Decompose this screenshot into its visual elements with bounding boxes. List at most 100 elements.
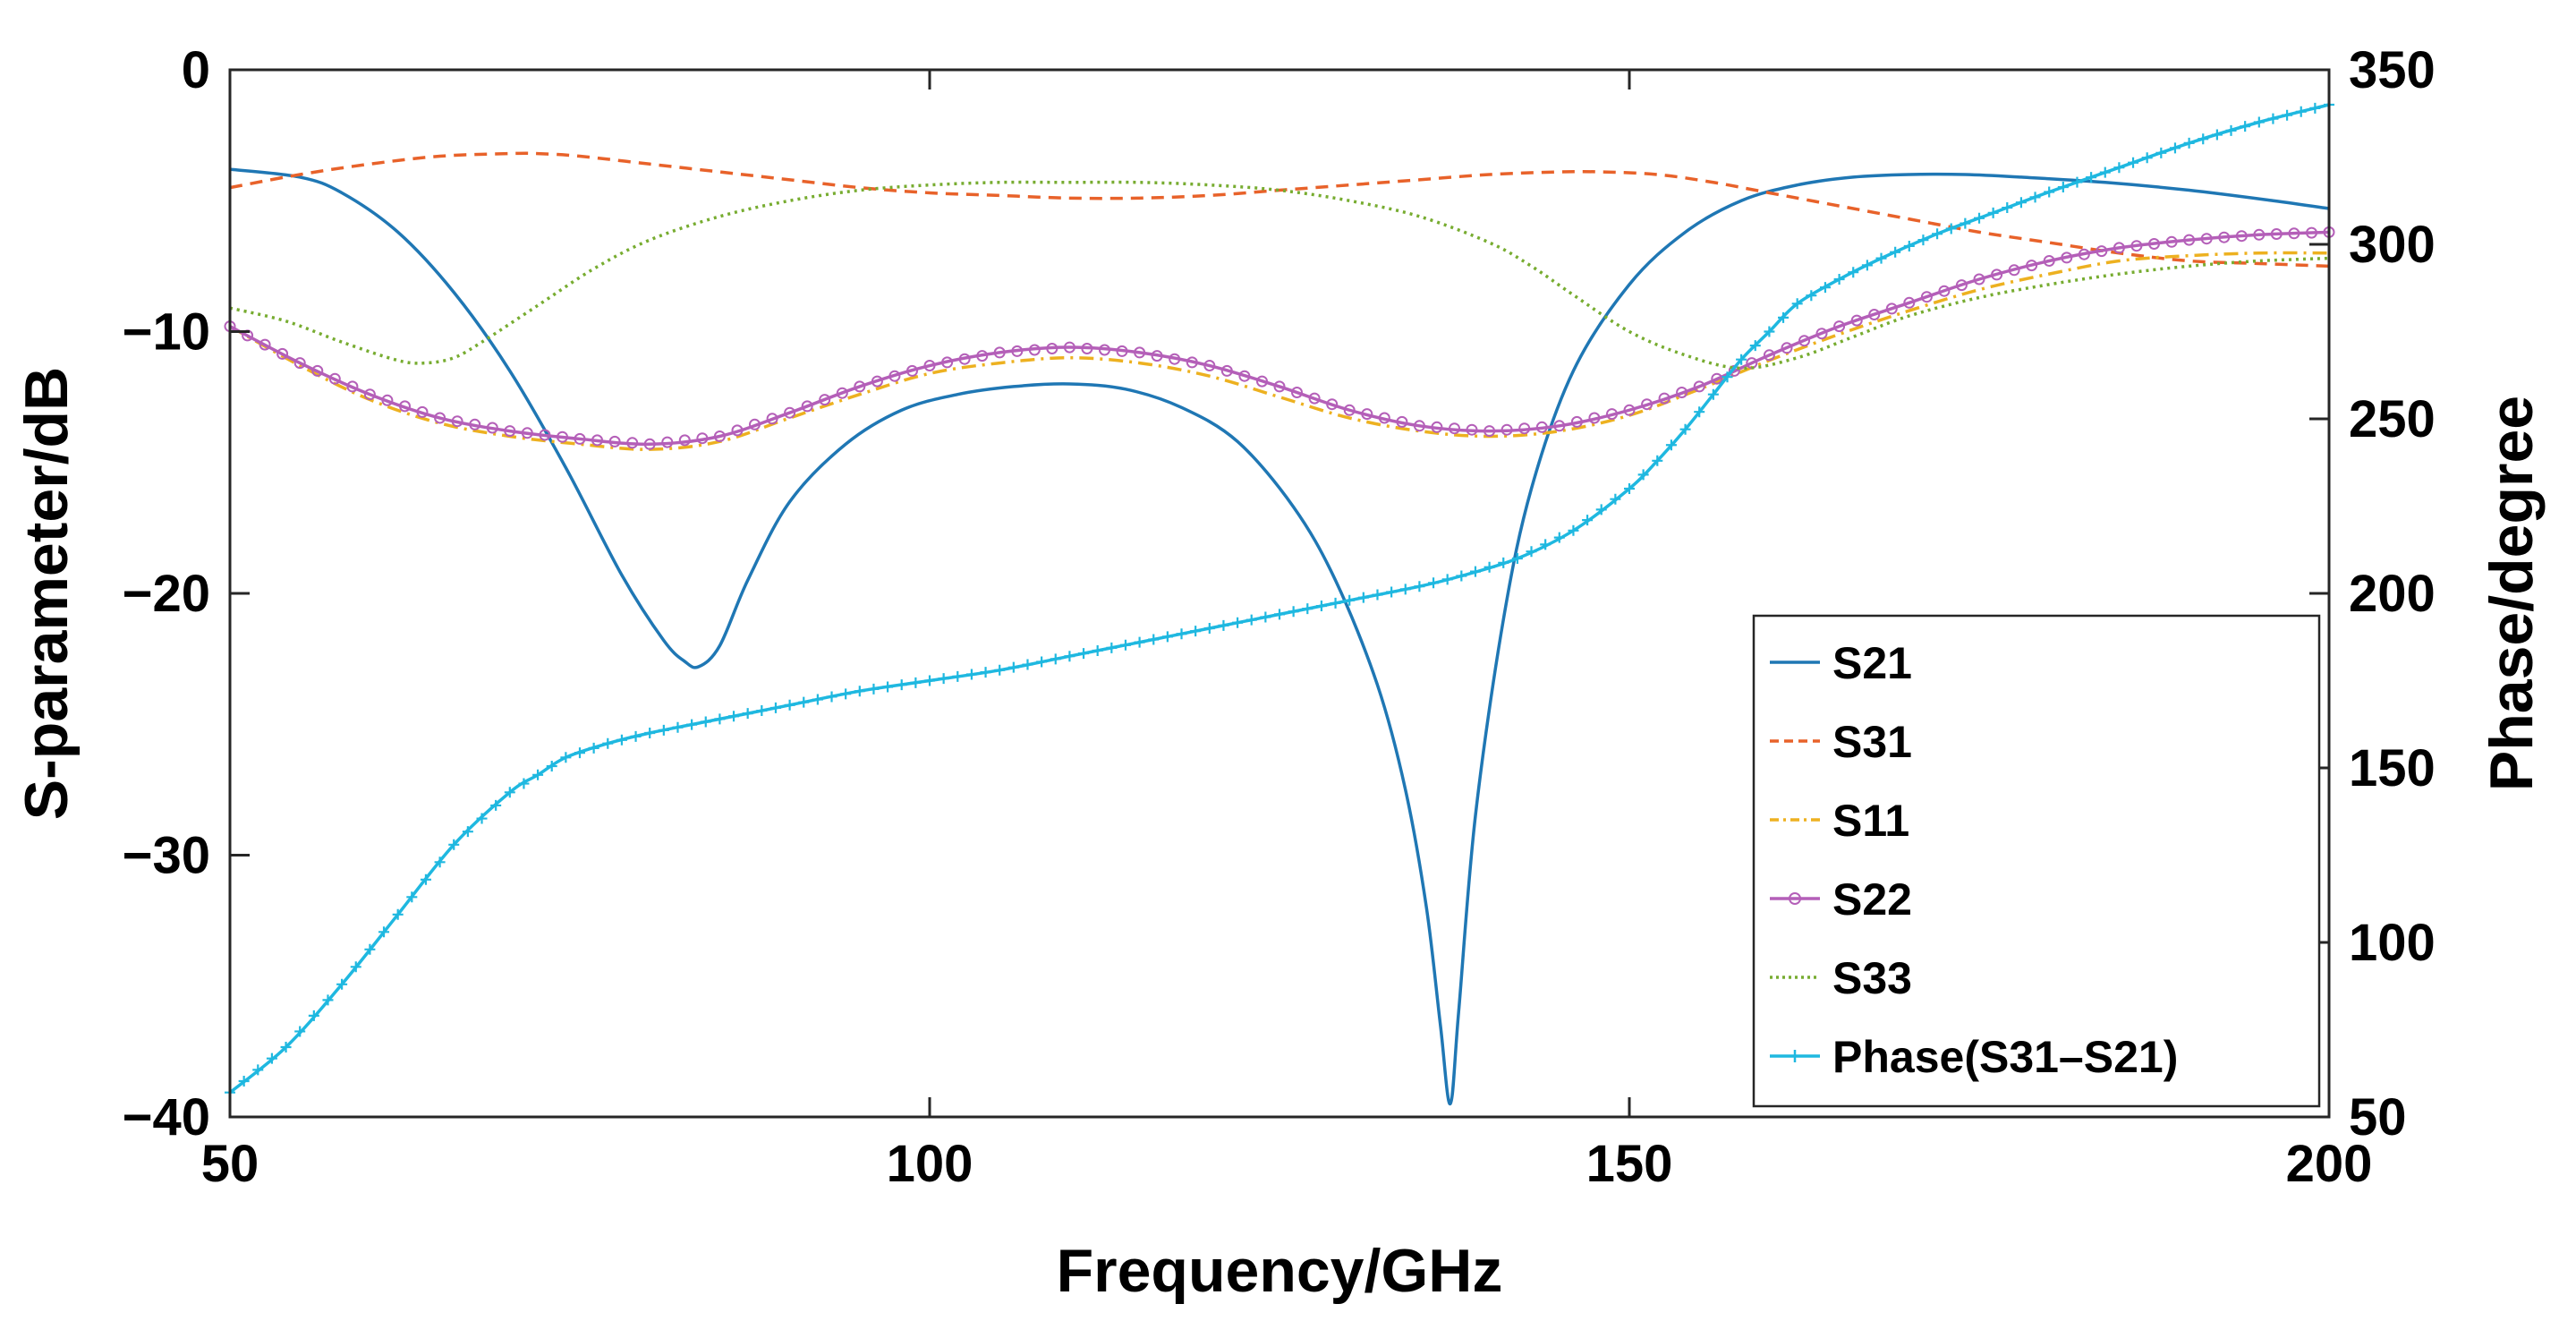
- series-marker-phase-s31-s21: [1315, 601, 1327, 612]
- series-marker-phase-s31-s21: [1050, 653, 1061, 665]
- series-marker-s22: [2165, 235, 2178, 248]
- series-marker-phase-s31-s21: [2225, 124, 2237, 136]
- plot-area: [224, 99, 2335, 1106]
- series-marker-phase-s31-s21: [1679, 423, 1691, 435]
- series-marker-phase-s31-s21: [1357, 592, 1369, 603]
- series-marker-phase-s31-s21: [965, 669, 977, 680]
- y2-tick-label: 50: [2349, 1088, 2407, 1146]
- series-marker-s22: [434, 412, 446, 424]
- series-marker-s22: [1501, 423, 1513, 436]
- series-marker-phase-s31-s21: [2198, 133, 2209, 145]
- series-marker-s22: [469, 418, 481, 430]
- series-marker-s22: [1308, 392, 1321, 405]
- series-marker-s22: [678, 434, 691, 447]
- series-marker-s22: [1588, 412, 1601, 424]
- series-marker-s22: [399, 400, 411, 413]
- series-marker-phase-s31-s21: [728, 711, 740, 722]
- series-marker-phase-s31-s21: [504, 787, 515, 798]
- series-marker-s22: [1011, 345, 1024, 357]
- series-marker-s22: [591, 434, 603, 447]
- series-marker-phase-s31-s21: [1078, 648, 1090, 660]
- series-marker-s22: [293, 357, 306, 370]
- legend-label: S22: [1832, 874, 1912, 925]
- series-marker-phase-s31-s21: [1875, 252, 1887, 264]
- series-marker-phase-s31-s21: [826, 691, 837, 703]
- series-marker-phase-s31-s21: [266, 1053, 277, 1064]
- legend-label: S31: [1832, 717, 1912, 767]
- series-marker-phase-s31-s21: [1092, 644, 1103, 656]
- series-marker-s22: [1885, 303, 1898, 315]
- y-tick-label: −30: [123, 827, 210, 885]
- series-marker-s22: [1256, 375, 1268, 388]
- series-marker-phase-s31-s21: [1652, 455, 1663, 466]
- series-marker-phase-s31-s21: [1987, 207, 1999, 218]
- series-marker-s22: [2043, 255, 2055, 267]
- series-marker-s22: [1798, 335, 1810, 347]
- series-marker-phase-s31-s21: [1764, 326, 1775, 337]
- series-marker-s22: [1903, 296, 1916, 309]
- series-marker-s22: [643, 438, 656, 450]
- series-marker-phase-s31-s21: [1022, 659, 1033, 670]
- series-marker-phase-s31-s21: [980, 667, 991, 678]
- series-marker-phase-s31-s21: [2029, 192, 2041, 203]
- series-marker-s22: [696, 432, 709, 445]
- series-marker-phase-s31-s21: [2015, 197, 2027, 209]
- series-marker-phase-s31-s21: [1903, 240, 1915, 251]
- series-marker-phase-s31-s21: [336, 978, 348, 990]
- series-marker-s22: [416, 405, 429, 418]
- series-marker-phase-s31-s21: [1806, 290, 1817, 302]
- y-axis-label: S-parameter/dB: [13, 367, 81, 820]
- series-marker-phase-s31-s21: [2240, 121, 2251, 132]
- series-marker-s22: [1116, 345, 1128, 357]
- legend-item-s21: S21: [1770, 638, 1912, 688]
- series-marker-phase-s31-s21: [588, 742, 599, 754]
- series-marker-s22: [1134, 346, 1146, 359]
- series-marker-phase-s31-s21: [350, 961, 361, 973]
- series-marker-phase-s31-s21: [252, 1064, 264, 1076]
- series-marker-s22: [1413, 420, 1425, 432]
- series-marker-phase-s31-s21: [1945, 223, 1957, 234]
- series-marker-phase-s31-s21: [1190, 626, 1202, 637]
- series-line-s33: [229, 180, 2330, 371]
- series-marker-phase-s31-s21: [574, 747, 585, 759]
- series-marker-phase-s31-s21: [476, 813, 488, 824]
- series-marker-s22: [1238, 370, 1251, 382]
- series-marker-phase-s31-s21: [2044, 186, 2055, 198]
- series-marker-s22: [2008, 264, 2020, 277]
- series-marker-phase-s31-s21: [686, 719, 698, 730]
- series-marker-phase-s31-s21: [1665, 439, 1677, 451]
- series-marker-phase-s31-s21: [2295, 106, 2307, 117]
- y-tick-label: 0: [182, 41, 210, 99]
- series-marker-s22: [1431, 421, 1443, 433]
- series-marker-phase-s31-s21: [2141, 152, 2153, 164]
- series-marker-phase-s31-s21: [1245, 614, 1257, 626]
- series-marker-phase-s31-s21: [1833, 274, 1845, 285]
- series-marker-s22: [2148, 238, 2160, 250]
- series-marker-phase-s31-s21: [868, 683, 880, 695]
- series-marker-phase-s31-s21: [882, 681, 894, 693]
- series-marker-s22: [626, 437, 639, 449]
- series-marker-s22: [1693, 380, 1705, 393]
- series-marker-phase-s31-s21: [2183, 137, 2195, 149]
- series-marker-phase-s31-s21: [1428, 577, 1440, 589]
- series-marker-phase-s31-s21: [924, 675, 935, 686]
- series-marker-phase-s31-s21: [1399, 584, 1411, 595]
- series-s33: [229, 180, 2330, 371]
- series-marker-phase-s31-s21: [756, 705, 768, 717]
- series-marker-phase-s31-s21: [1302, 603, 1314, 615]
- series-marker-s22: [2078, 248, 2090, 260]
- series-marker-s22: [1151, 350, 1163, 362]
- series-marker-s22: [2026, 260, 2038, 272]
- series-marker-s22: [784, 406, 796, 419]
- series-marker-s22: [941, 356, 954, 369]
- series-marker-phase-s31-s21: [742, 708, 753, 720]
- series-marker-s22: [363, 388, 376, 401]
- series-marker-phase-s31-s21: [420, 874, 431, 885]
- series-marker-phase-s31-s21: [1330, 597, 1341, 609]
- series-marker-phase-s31-s21: [560, 752, 572, 763]
- series-marker-s22: [976, 350, 989, 362]
- series-marker-phase-s31-s21: [1791, 298, 1803, 310]
- series-marker-phase-s31-s21: [1498, 557, 1509, 568]
- series-marker-phase-s31-s21: [1344, 594, 1356, 606]
- series-marker-s22: [1711, 372, 1723, 385]
